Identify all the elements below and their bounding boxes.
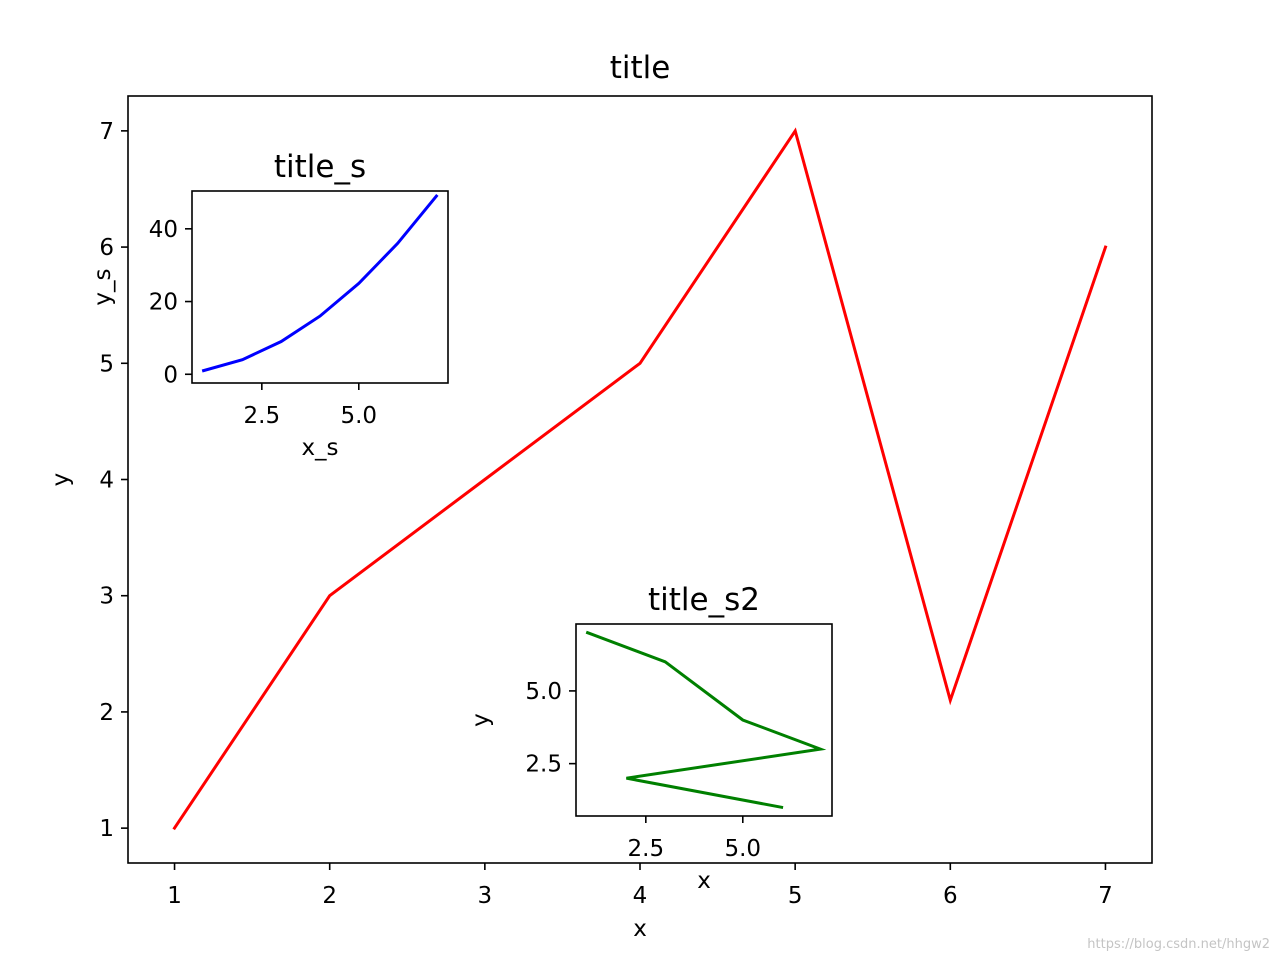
inset-chart-title-s2: 2.5 5.0 2.5 5.0 title_s2x y: [468, 582, 833, 894]
inset1-ytick-label: 0: [163, 362, 178, 388]
inset2-ylabel: y: [468, 713, 494, 727]
main-xtick-label: 5: [788, 883, 803, 909]
main-title: title: [610, 50, 671, 86]
watermark: https://blog.csdn.net/hhgw2: [1087, 937, 1270, 952]
inset2-xtick-label: 2.5: [628, 836, 665, 862]
inset1-ytick-label: 20: [149, 290, 178, 316]
inset1-xtick-label: 2.5: [244, 403, 281, 429]
inset1-frame: [191, 190, 449, 384]
main-ytick-label: 4: [99, 468, 114, 494]
main-xtick-label: 6: [943, 883, 958, 909]
inset1-xlabel: x_s: [301, 435, 338, 461]
main-series-line: [172, 127, 1108, 831]
inset1-ylabel: y_s: [90, 268, 116, 305]
main-xtick-label: 1: [167, 883, 182, 909]
main-xtick-label: 3: [478, 883, 493, 909]
main-xtick-label: 4: [633, 883, 648, 909]
main-ylabel: y: [48, 473, 74, 487]
main-xtick-label: 7: [1098, 883, 1113, 909]
main-ytick-label: 2: [99, 700, 114, 726]
inset2-title: title_s2: [648, 582, 760, 618]
main-ytick-label: 1: [99, 816, 114, 842]
inset2-ytick-label: 2.5: [525, 752, 562, 778]
inset2-series-line: [585, 630, 827, 810]
main-ytick-label: 3: [99, 584, 114, 610]
inset1-xtick-label: 5.0: [340, 403, 377, 429]
inset2-ytick-label: 5.0: [525, 679, 562, 705]
inset-chart-title-s: 2.5 5.0 0 20 40 title_s x_s y_s: [90, 149, 449, 461]
main-xlabel: x: [633, 916, 647, 942]
inset2-xlabel: x: [697, 868, 711, 894]
inset1-series-line: [201, 193, 439, 373]
main-ytick-label: 5: [99, 351, 114, 377]
main-ytick-label: 7: [99, 119, 114, 145]
inset2-frame: [575, 623, 833, 817]
inset2-xtick-label: 5.0: [724, 836, 761, 862]
main-ytick-label: 6: [99, 235, 114, 261]
main-xtick-label: 2: [322, 883, 337, 909]
inset1-ytick-label: 40: [149, 217, 178, 243]
inset1-title: title_s: [274, 149, 366, 185]
